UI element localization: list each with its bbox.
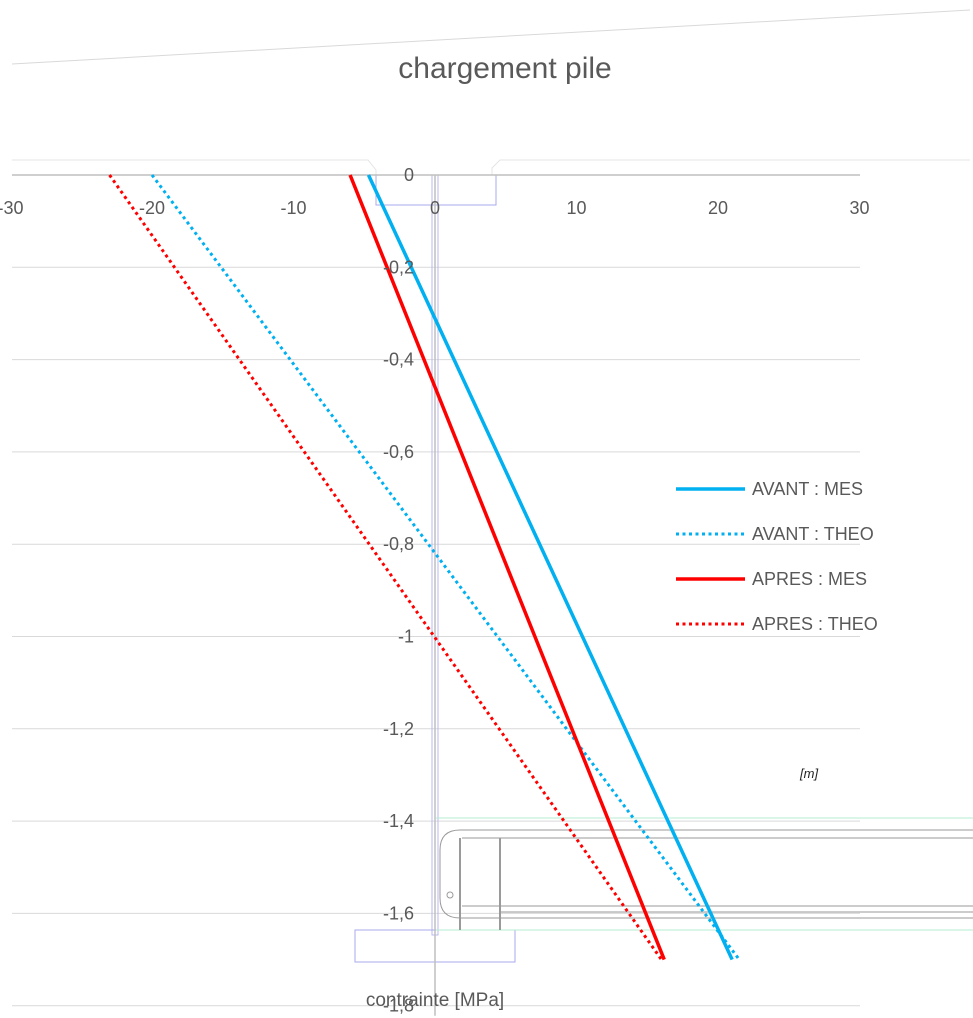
- x-tick-label: 10: [566, 198, 586, 218]
- chart-title: chargement pile: [398, 52, 611, 85]
- y-tick-label: -1: [398, 627, 414, 647]
- y-tick-label: -1,2: [383, 719, 414, 739]
- x-tick-label: -10: [280, 198, 306, 218]
- y-tick-label: -1,8: [383, 996, 414, 1016]
- y-tick-label: -1,4: [383, 811, 414, 831]
- tick-labels: -30 -20 -10 0 10 20 30 0 -0,2 -0,4 -0,6 -0,8 -1 -1,2 -…: [0, 165, 870, 1016]
- grid: [12, 266, 860, 1007]
- x-axis-label: contrainte [MPa]: [366, 990, 504, 1011]
- y-tick-label: -0,2: [383, 257, 414, 277]
- series-line-1: [150, 174, 741, 961]
- frame-outline: [12, 159, 970, 175]
- y-tick-label: 0: [404, 165, 414, 185]
- series-group: [108, 174, 741, 961]
- x-tick-label: 30: [849, 198, 869, 218]
- y-tick-label: -0,4: [383, 350, 414, 370]
- y-tick-label: -0,8: [383, 534, 414, 554]
- y-tick-label: -1,6: [383, 903, 414, 923]
- series-line-2: [348, 174, 666, 961]
- x-tick-label: -30: [0, 198, 24, 218]
- decorative-edge-line: [11, 9, 971, 65]
- axes: [12, 174, 860, 1016]
- legend: AVANT : MES AVANT : THEO APRES : MES APRES …: [676, 479, 878, 634]
- series-line-0: [366, 174, 734, 961]
- unit-note: [m]: [799, 766, 818, 781]
- series-line-3: [108, 174, 663, 961]
- x-tick-label: 0: [430, 198, 440, 218]
- x-tick-label: -20: [139, 198, 165, 218]
- overlay-drawing: [12, 159, 973, 963]
- drawing-mark: [446, 891, 454, 899]
- y-tick-label: -0,6: [383, 442, 414, 462]
- legend-label: APRES : MES: [752, 569, 867, 589]
- x-tick-label: 20: [708, 198, 728, 218]
- legend-label: APRES : THEO: [752, 614, 878, 634]
- legend-label: AVANT : MES: [752, 479, 863, 499]
- drawing-outline: [439, 829, 973, 919]
- legend-label: AVANT : THEO: [752, 524, 874, 544]
